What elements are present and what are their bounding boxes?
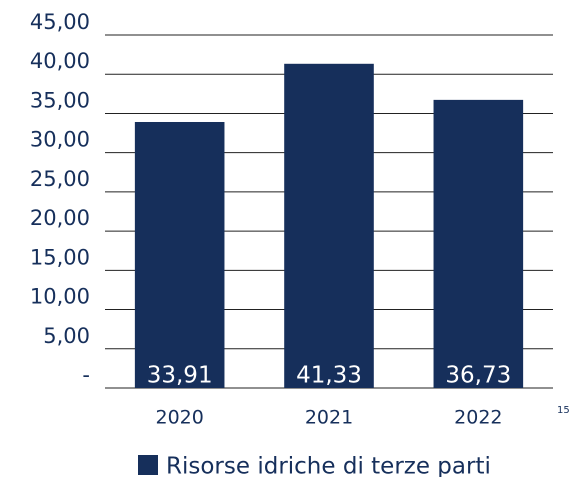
value-label: 41,33: [296, 363, 362, 389]
footnote: 15: [557, 405, 570, 416]
legend-swatch: [138, 455, 158, 475]
value-label: 33,91: [147, 363, 213, 389]
y-tick-label: 30,00: [30, 128, 90, 152]
y-tick-label: 10,00: [30, 285, 90, 309]
y-tick-label: -: [82, 363, 90, 387]
y-tick-label: 20,00: [30, 206, 90, 230]
bar: [433, 99, 524, 388]
x-tick-label: 2022: [454, 407, 502, 429]
y-tick-label: 35,00: [30, 88, 90, 112]
value-label: 36,73: [445, 363, 511, 389]
y-tick-label: 15,00: [30, 245, 90, 269]
y-tick-label: 40,00: [30, 49, 90, 73]
legend-label: Risorse idriche di terze parti: [166, 454, 491, 477]
bar: [284, 63, 374, 388]
y-tick-label: 45,00: [30, 10, 90, 34]
x-tick-label: 2021: [305, 407, 353, 429]
x-tick-label: 2020: [155, 407, 203, 429]
y-tick-label: 5,00: [43, 324, 90, 348]
bar: [134, 121, 225, 389]
y-tick-label: 25,00: [30, 167, 90, 191]
